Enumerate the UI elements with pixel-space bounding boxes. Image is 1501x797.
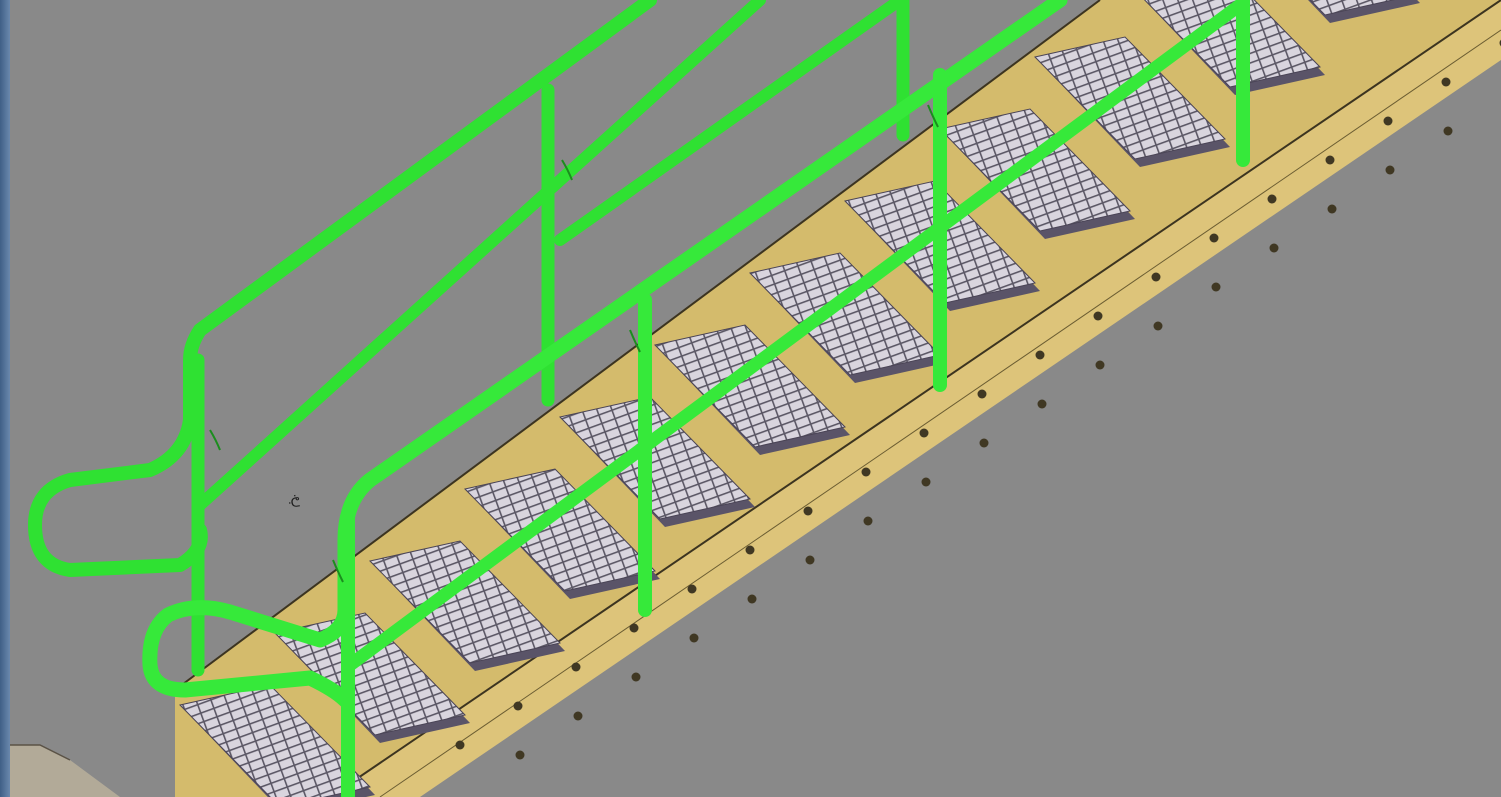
tread xyxy=(1308,0,1420,23)
bolt-hole xyxy=(1443,126,1453,136)
bolt-hole xyxy=(513,701,523,711)
bolt-hole xyxy=(573,711,583,721)
bolt-hole xyxy=(689,633,699,643)
bolt-hole xyxy=(747,594,757,604)
bolt-hole xyxy=(1151,272,1161,282)
tread xyxy=(1034,36,1230,167)
bolt-hole xyxy=(571,662,581,672)
tread xyxy=(464,468,660,599)
tread xyxy=(939,108,1135,239)
bolt-hole xyxy=(1037,399,1047,409)
bolt-hole xyxy=(1209,233,1219,243)
floor-slab xyxy=(10,744,120,797)
bolt-hole xyxy=(805,555,815,565)
bolt-hole xyxy=(863,516,873,526)
handrail-near[interactable] xyxy=(142,0,1250,797)
viewport-left-panel-edge xyxy=(0,0,10,797)
bolt-hole xyxy=(977,389,987,399)
bolt-hole xyxy=(1153,321,1163,331)
handrail-far[interactable] xyxy=(28,0,910,677)
bolt-hole xyxy=(921,477,931,487)
bolt-hole xyxy=(803,506,813,516)
bolt-hole xyxy=(979,438,989,448)
bolt-hole xyxy=(1383,116,1393,126)
tread xyxy=(559,396,755,527)
bolt-hole xyxy=(1385,165,1395,175)
bolt-hole xyxy=(745,545,755,555)
bolt-hole xyxy=(1211,282,1221,292)
bolt-hole xyxy=(629,623,639,633)
bolt-hole xyxy=(1035,350,1045,360)
tread xyxy=(654,324,850,455)
bolt-hole xyxy=(1093,311,1103,321)
tread xyxy=(1144,0,1325,95)
bolt-hole xyxy=(1269,243,1279,253)
cursor-marker: ᕨ xyxy=(287,495,302,512)
bolt-hole xyxy=(1095,360,1105,370)
rail-brackets xyxy=(209,104,939,583)
bolt-hole xyxy=(631,672,641,682)
bolt-hole xyxy=(455,740,465,750)
bolt-hole xyxy=(687,584,697,594)
bolt-hole xyxy=(919,428,929,438)
stringer-front xyxy=(329,0,1501,797)
bolt-hole xyxy=(861,467,871,477)
bolt-hole xyxy=(1267,194,1277,204)
bolt-hole xyxy=(1441,77,1451,87)
tread xyxy=(369,540,565,671)
bolt-hole xyxy=(1325,155,1335,165)
bolt-hole xyxy=(1327,204,1337,214)
bolt-hole xyxy=(515,750,525,760)
